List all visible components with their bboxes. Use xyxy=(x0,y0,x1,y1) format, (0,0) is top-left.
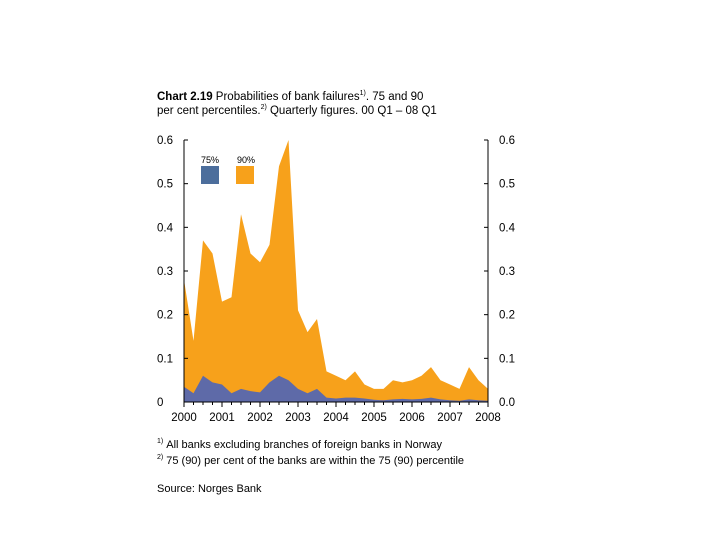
y-right-tick-label: 0.5 xyxy=(499,179,515,191)
legend-swatch-75 xyxy=(201,166,219,184)
y-right-tick-label: 0.4 xyxy=(499,222,516,234)
footnote-1: 1) All banks excluding branches of foreig… xyxy=(157,438,442,452)
title-footnote-mark-2: 2) xyxy=(260,104,267,112)
y-left-tick-label: 0.6 xyxy=(157,135,173,147)
tick-marks xyxy=(183,139,489,407)
chart-title-line2-start: per cent percentiles. xyxy=(157,105,261,117)
x-tick-label: 2002 xyxy=(247,412,273,424)
x-tick-label: 2003 xyxy=(285,412,311,424)
x-tick-label: 2008 xyxy=(475,412,501,424)
legend-label-75: 75% xyxy=(201,155,219,165)
footnote-2-text: 75 (90) per cent of the banks are within… xyxy=(166,455,465,467)
source-note: Source: Norges Bank xyxy=(157,483,262,495)
footnote-1-text: All banks excluding branches of foreign … xyxy=(166,439,442,451)
y-right-tick-label: 0.1 xyxy=(499,353,515,365)
y-right-tick-label: 0.6 xyxy=(499,135,515,147)
chart-series-group xyxy=(184,140,488,402)
y-left-tick-label: 0.4 xyxy=(157,222,174,234)
series-90-area xyxy=(184,140,488,402)
y-right-tick-label: 0.3 xyxy=(499,266,515,278)
x-tick-label: 2005 xyxy=(361,412,387,424)
y-right-tick-label: 0.0 xyxy=(499,397,515,409)
y-left-tick-label: 0.3 xyxy=(157,266,173,278)
tick-labels: 0 0.0 0.1 0.1 0.2 0.2 0.3 0.3 0.4 0.4 0.5 0.5 0.6 0.6… xyxy=(157,135,516,424)
y-right-tick-label: 0.2 xyxy=(499,310,515,322)
y-left-tick-label: 0.1 xyxy=(157,353,173,365)
x-tick-label: 2004 xyxy=(323,412,349,424)
x-tick-label: 2007 xyxy=(437,412,463,424)
x-tick-label: 2006 xyxy=(399,412,425,424)
chart-title-bold: Chart 2.19 xyxy=(157,91,213,103)
series-75-area xyxy=(184,375,488,402)
footnote-2-mark: 2) xyxy=(157,454,164,462)
footnote-1-mark: 1) xyxy=(157,438,164,446)
legend: 75% 90% xyxy=(201,155,255,184)
chart-title-line1-end: . 75 and 90 xyxy=(365,91,424,103)
y-left-tick-label: 0 xyxy=(157,397,163,409)
legend-swatch-90 xyxy=(236,166,254,184)
title-footnote-mark-1: 1) xyxy=(359,90,366,98)
legend-label-90: 90% xyxy=(237,155,255,165)
footnote-2: 2) 75 (90) per cent of the banks are with… xyxy=(157,454,464,468)
x-tick-label: 2001 xyxy=(209,412,235,424)
chart-title-line2-end: Quarterly figures. 00 Q1 – 08 Q1 xyxy=(266,105,437,117)
y-left-tick-label: 0.2 xyxy=(157,310,173,322)
x-tick-label: 2000 xyxy=(171,412,197,424)
y-left-tick-label: 0.5 xyxy=(157,179,173,191)
chart-title-rest: Probabilities of bank failures xyxy=(212,91,360,103)
chart-title: Chart 2.19 Probabilities of bank failure… xyxy=(157,90,517,118)
